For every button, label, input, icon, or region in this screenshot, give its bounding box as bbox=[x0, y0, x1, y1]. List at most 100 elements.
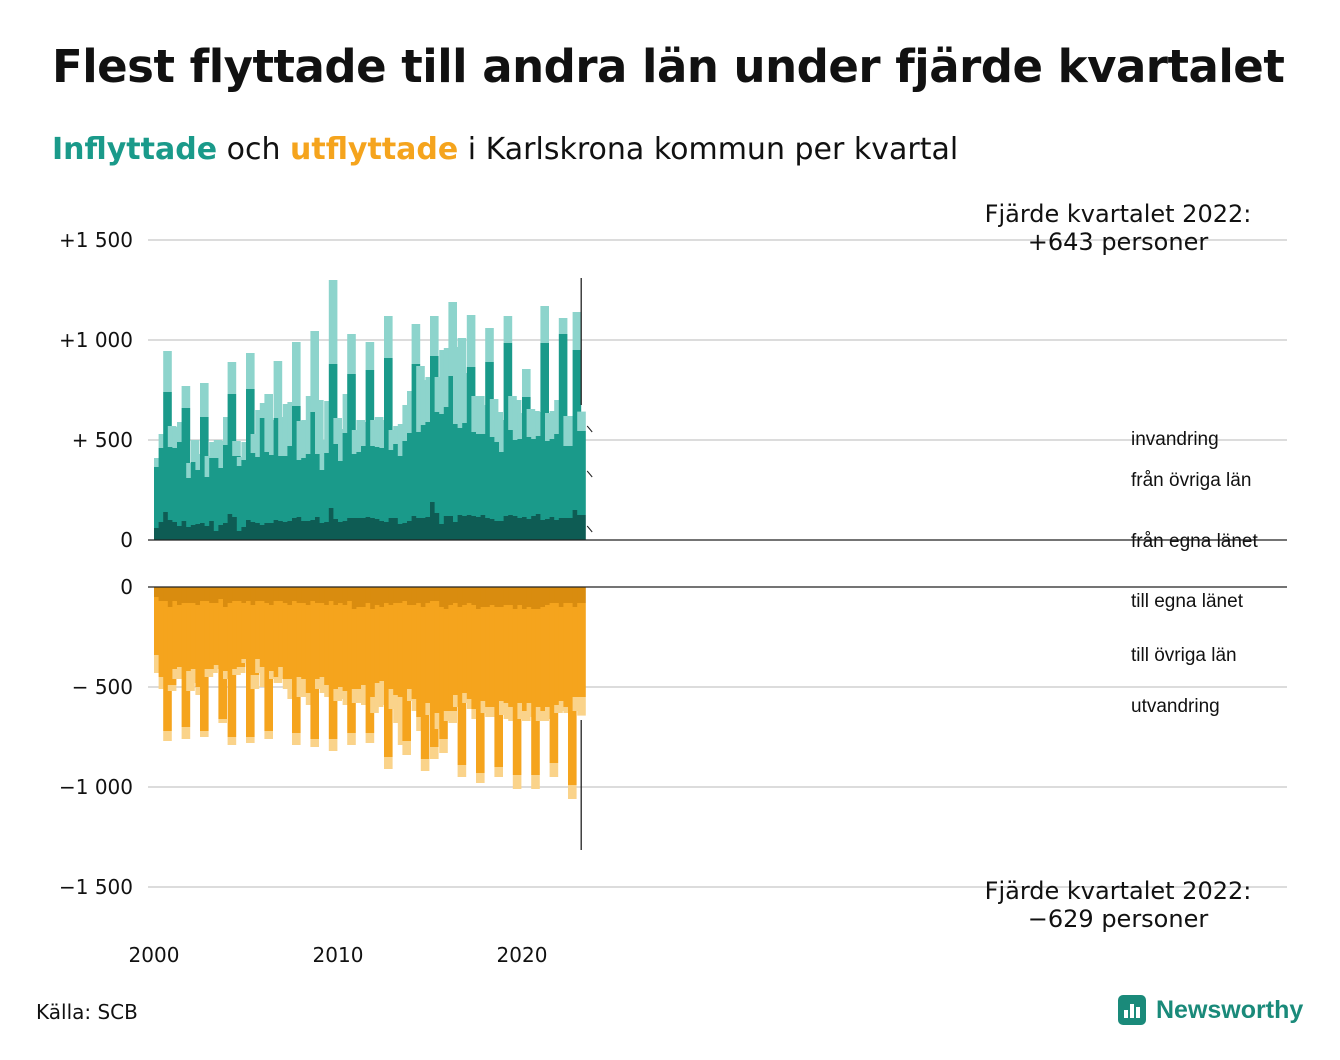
bar-in-invandring bbox=[430, 316, 439, 356]
bar-in-ovriga bbox=[232, 456, 241, 517]
bar-in-invandring bbox=[273, 361, 283, 418]
bar-in-egna bbox=[259, 525, 269, 540]
bar-out-egna bbox=[213, 587, 223, 603]
bar-in-egna bbox=[549, 517, 559, 540]
bar-out-ovriga bbox=[439, 607, 448, 739]
bar-out-egna bbox=[374, 587, 384, 605]
bar-in-egna bbox=[554, 520, 563, 540]
bar-out-egna bbox=[393, 587, 402, 603]
source-note: Källa: SCB bbox=[36, 1000, 138, 1024]
bar-in-egna bbox=[218, 525, 227, 540]
bar-out-ovriga bbox=[154, 597, 163, 655]
bar-in-ovriga bbox=[236, 466, 246, 531]
bar-in-ovriga bbox=[259, 418, 269, 525]
bar-in-invandring bbox=[315, 400, 324, 454]
bar-out-egna bbox=[200, 587, 209, 601]
bar-in-egna bbox=[273, 520, 283, 540]
bar-chart-icon bbox=[1118, 995, 1146, 1025]
bar-out-utvandring bbox=[269, 671, 278, 679]
bar-in-ovriga bbox=[342, 433, 352, 521]
bar-out-utvandring bbox=[577, 697, 586, 716]
bar-out-utvandring bbox=[328, 739, 338, 751]
label-utvandring: utvandring bbox=[1131, 696, 1220, 717]
bar-in-invandring bbox=[577, 411, 586, 431]
bar-in-invandring bbox=[494, 412, 503, 442]
bar-out-utvandring bbox=[259, 667, 269, 687]
bar-out-utvandring bbox=[167, 685, 177, 691]
bar-out-ovriga bbox=[282, 603, 292, 679]
bar-in-ovriga bbox=[241, 460, 250, 527]
bar-out-utvandring bbox=[163, 731, 172, 741]
bar-in-invandring bbox=[522, 369, 531, 397]
bar-in-invandring bbox=[190, 440, 200, 462]
bar-in-egna bbox=[563, 518, 572, 540]
bar-out-ovriga bbox=[177, 605, 186, 667]
bar-in-egna bbox=[503, 516, 513, 540]
bar-in-egna bbox=[531, 516, 540, 540]
bar-in-ovriga bbox=[384, 358, 393, 522]
bar-in-egna bbox=[577, 515, 586, 540]
bar-out-utvandring bbox=[568, 785, 577, 799]
bar-in-ovriga bbox=[512, 440, 522, 516]
bar-in-ovriga bbox=[351, 454, 361, 518]
bar-in-egna bbox=[411, 516, 421, 540]
bar-out-egna bbox=[264, 587, 273, 603]
bar-in-egna bbox=[347, 518, 356, 540]
bar-in-egna bbox=[292, 518, 301, 540]
bar-in-ovriga bbox=[305, 454, 315, 521]
bar-out-egna bbox=[269, 587, 278, 605]
bar-out-egna bbox=[453, 587, 462, 603]
bar-out-egna bbox=[273, 587, 283, 601]
bar-out-utvandring bbox=[485, 707, 494, 717]
bar-out-ovriga bbox=[540, 607, 549, 711]
bar-in-invandring bbox=[462, 373, 471, 423]
bar-out-egna bbox=[223, 587, 232, 607]
label-leader bbox=[586, 470, 593, 478]
bar-in-ovriga bbox=[430, 356, 439, 502]
bar-in-egna bbox=[305, 521, 315, 540]
bar-in-ovriga bbox=[250, 453, 260, 522]
bar-out-egna bbox=[439, 587, 448, 607]
bar-out-utvandring bbox=[305, 693, 315, 705]
bar-out-utvandring bbox=[374, 683, 384, 707]
bar-in-egna bbox=[282, 522, 292, 540]
bar-in-invandring bbox=[333, 418, 342, 444]
bar-in-ovriga bbox=[466, 367, 476, 515]
bar-in-egna bbox=[457, 515, 467, 540]
bar-out-ovriga bbox=[310, 601, 319, 739]
bar-in-egna bbox=[416, 518, 425, 540]
y-tick-label: −1 500 bbox=[59, 875, 133, 899]
bar-out-egna bbox=[572, 587, 582, 607]
bar-in-ovriga bbox=[310, 412, 319, 520]
bar-in-egna bbox=[545, 519, 554, 540]
bar-out-egna bbox=[172, 587, 181, 601]
bar-in-invandring bbox=[420, 380, 430, 425]
bar-out-utvandring bbox=[466, 699, 476, 709]
bar-in-ovriga bbox=[195, 470, 204, 524]
bar-in-invandring bbox=[223, 417, 232, 445]
bar-out-ovriga bbox=[489, 605, 499, 707]
bar-out-utvandring bbox=[186, 671, 195, 691]
bar-in-ovriga bbox=[163, 392, 172, 512]
bar-out-egna bbox=[457, 587, 467, 607]
bar-in-egna bbox=[319, 523, 329, 540]
bar-out-utvandring bbox=[287, 679, 296, 699]
bar-out-utvandring bbox=[324, 685, 333, 697]
bar-out-egna bbox=[425, 587, 434, 603]
bar-in-invandring bbox=[342, 394, 352, 433]
bar-in-invandring bbox=[213, 440, 223, 458]
bar-out-ovriga bbox=[287, 605, 296, 679]
bar-in-invandring bbox=[338, 429, 347, 461]
bar-in-egna bbox=[296, 517, 306, 540]
bar-out-utvandring bbox=[255, 659, 264, 673]
bar-in-invandring bbox=[328, 280, 338, 364]
bar-out-ovriga bbox=[223, 607, 232, 671]
bar-in-invandring bbox=[167, 426, 177, 447]
bar-out-ovriga bbox=[259, 601, 269, 667]
bar-in-egna bbox=[200, 523, 209, 540]
bar-out-utvandring bbox=[503, 703, 513, 719]
bar-out-egna bbox=[282, 587, 292, 603]
bar-out-egna bbox=[333, 587, 342, 605]
bar-in-ovriga bbox=[177, 442, 186, 526]
bar-out-egna bbox=[577, 587, 586, 603]
